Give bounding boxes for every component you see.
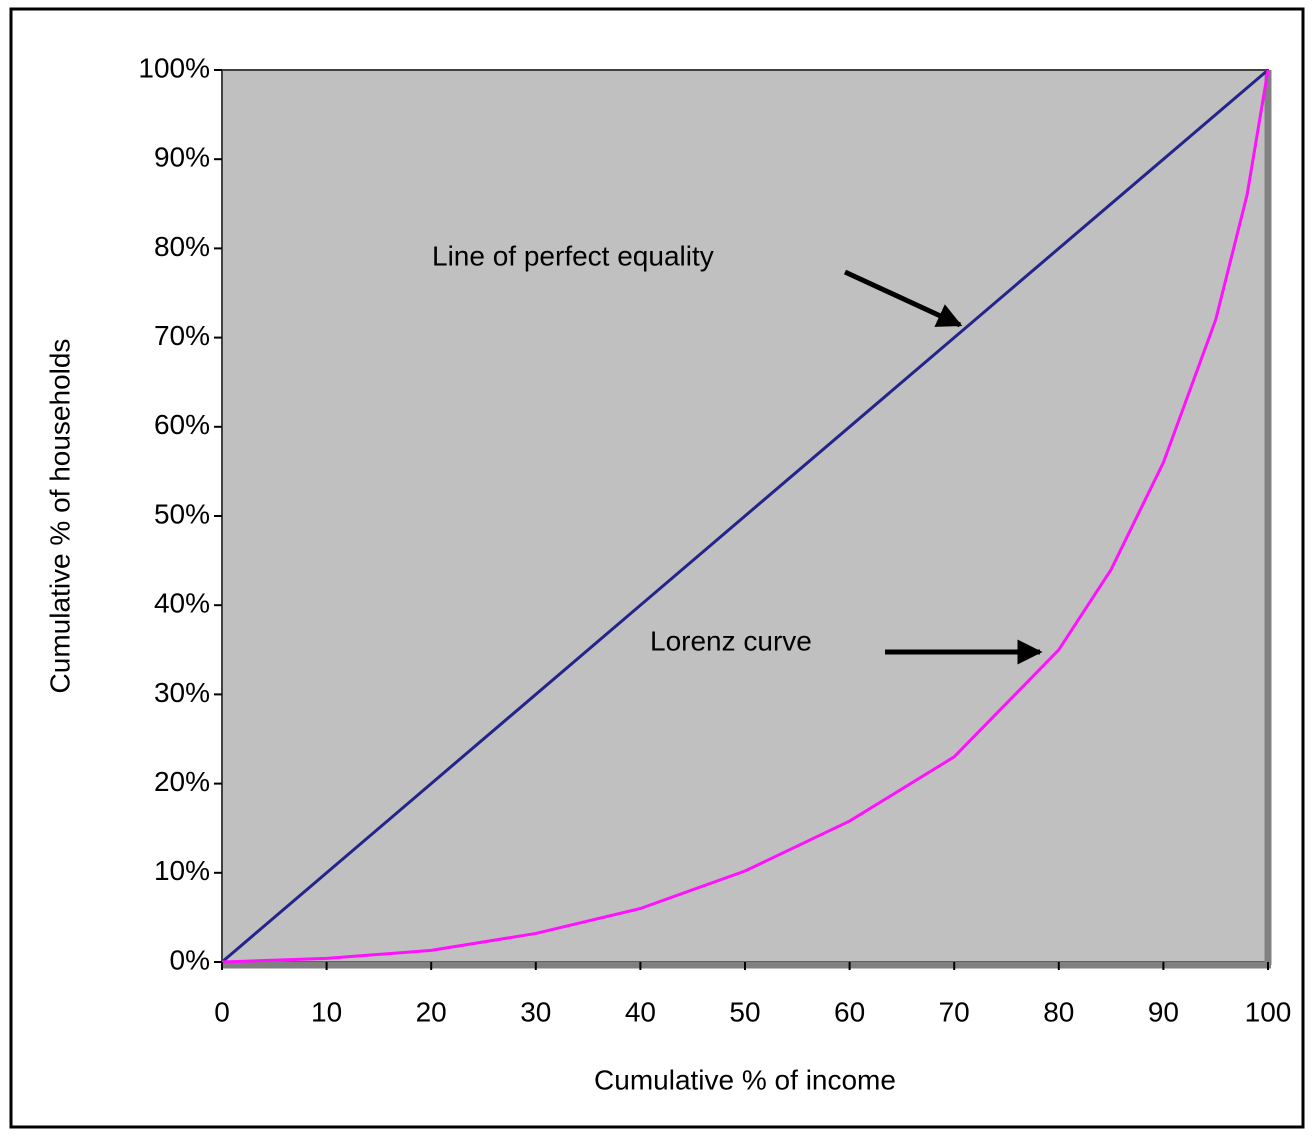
y-tick-label: 20%	[154, 766, 210, 797]
y-axis-label: Cumulative % of households	[44, 339, 75, 694]
x-tick-label: 0	[214, 996, 230, 1027]
x-tick-label: 60	[834, 996, 865, 1027]
y-tick-label: 70%	[154, 320, 210, 351]
series-line	[221, 68, 1269, 964]
x-tick-label: 20	[416, 996, 447, 1027]
y-tick-label: 80%	[154, 231, 210, 262]
y-tick-label: 60%	[154, 409, 210, 440]
y-tick-label: 30%	[154, 677, 210, 708]
x-tick-label: 90	[1148, 996, 1179, 1027]
annotation-arrow	[843, 269, 963, 328]
x-tick-label: 10	[311, 996, 342, 1027]
x-tick-label: 100	[1245, 996, 1292, 1027]
x-tick-label: 40	[625, 996, 656, 1027]
frame	[9, 7, 1305, 1129]
y-tick-label: 10%	[154, 855, 210, 886]
annotation: Line of perfect equality	[432, 240, 714, 271]
y-tick-label: 90%	[154, 142, 210, 173]
y-tick-label: 50%	[154, 498, 210, 529]
series-line	[221, 69, 1270, 964]
x-tick-label: 30	[520, 996, 551, 1027]
y-tick-label: 0%	[170, 944, 210, 975]
x-tick-label: 50	[729, 996, 760, 1027]
x-tick-label: 80	[1043, 996, 1074, 1027]
x-tick-label: 70	[939, 996, 970, 1027]
annotation: Lorenz curve	[650, 625, 812, 656]
y-tick-label: 40%	[154, 588, 210, 619]
x-axis-label: Cumulative % of income	[594, 1064, 896, 1095]
y-tick-label: 100%	[138, 52, 210, 83]
